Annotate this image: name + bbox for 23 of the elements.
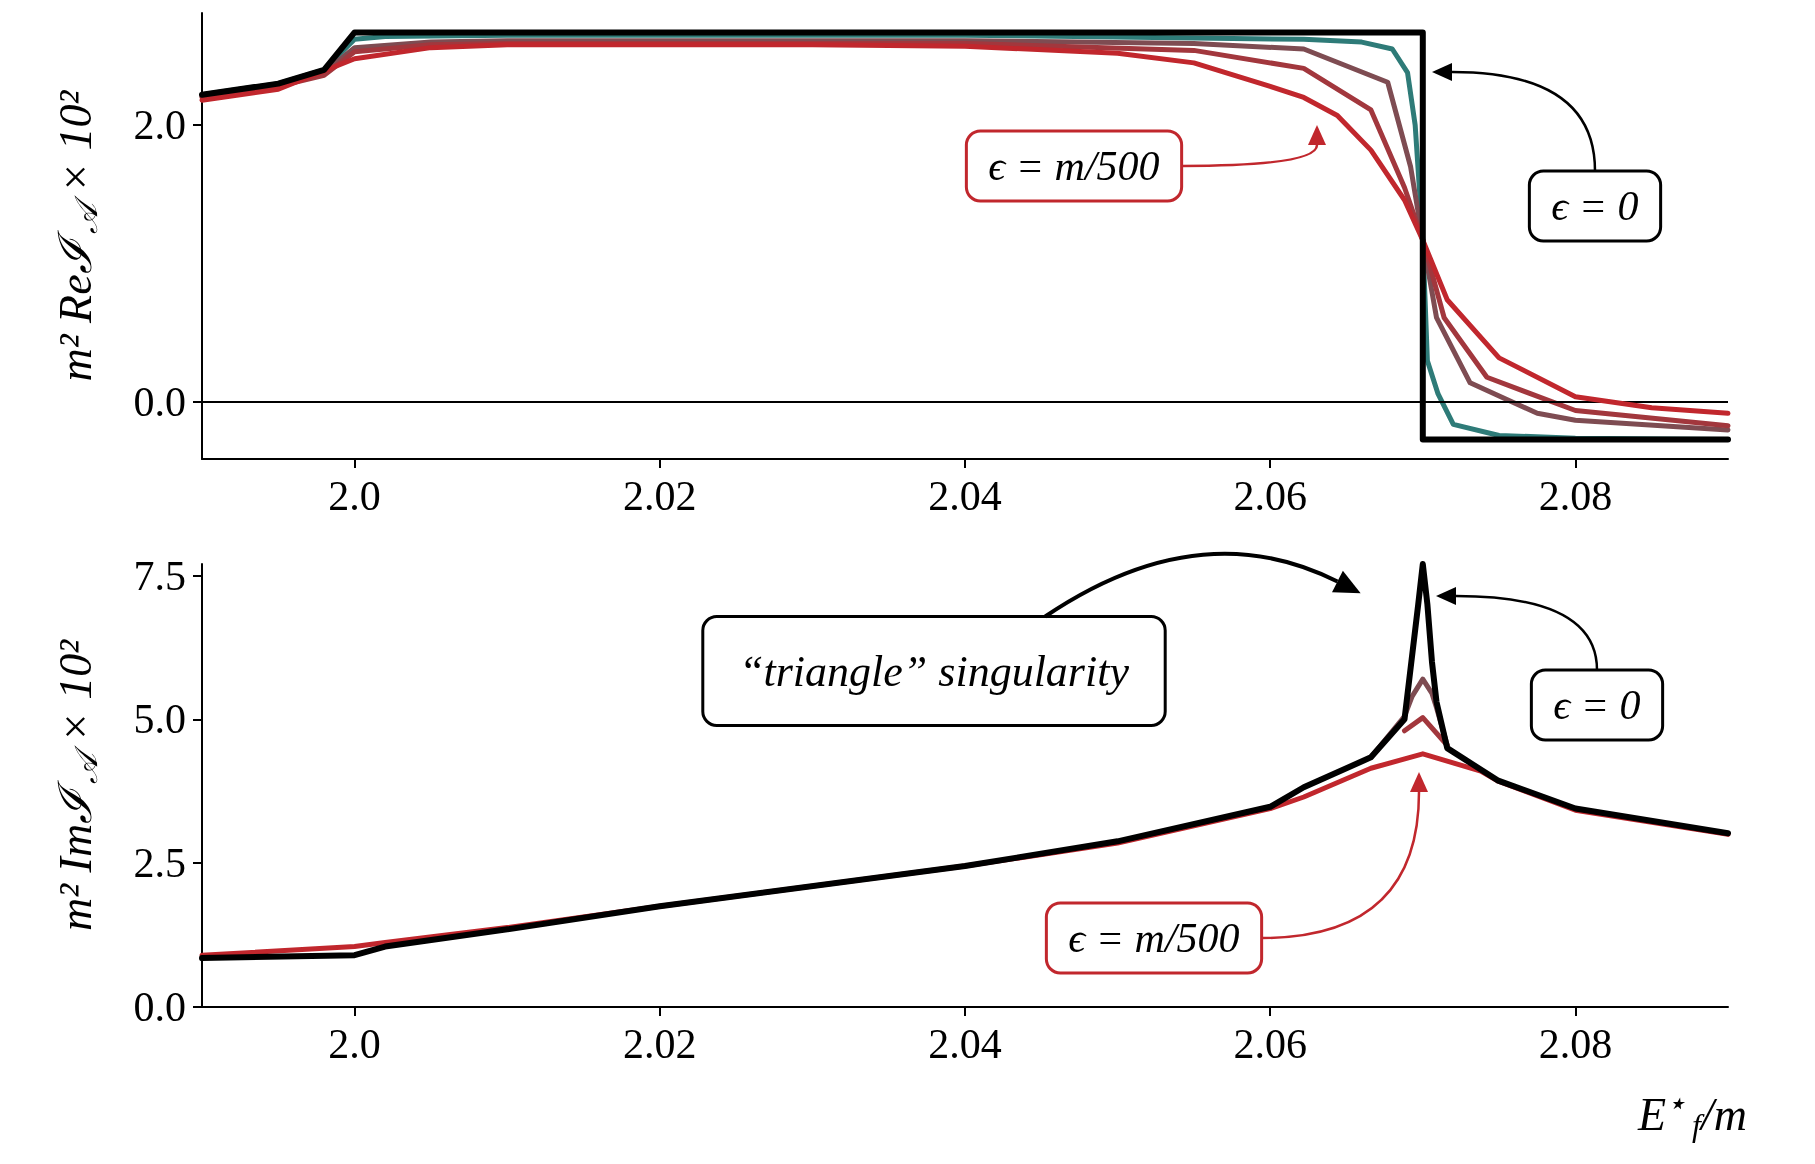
annotation: ϵ = m/500 xyxy=(1068,915,1240,961)
x-tick-label: 2.02 xyxy=(623,473,697,519)
x-tick-label: 2.08 xyxy=(1538,1021,1613,1067)
y-axis-title: m² Imℐ𝒜 × 10² xyxy=(49,638,104,931)
x-tick-label: 2.02 xyxy=(623,1021,697,1067)
x-tick-label: 2.04 xyxy=(928,1021,1002,1067)
y-axis-title: m² Reℐ𝒜 × 10² xyxy=(49,89,104,382)
x-tick-label: 2.08 xyxy=(1538,473,1613,519)
annotation: ϵ = 0 xyxy=(1551,183,1639,229)
x-tick-label: 2.0 xyxy=(328,473,381,519)
y-tick-label: 0.0 xyxy=(133,379,186,426)
annotation: ϵ = m/500 xyxy=(988,143,1160,189)
y-tick-label: 2.0 xyxy=(133,102,186,149)
x-tick-label: 2.06 xyxy=(1233,473,1307,519)
x-tick-label: 2.0 xyxy=(328,1021,381,1067)
x-tick-label: 2.06 xyxy=(1233,1021,1307,1067)
annotation: “triangle” singularity xyxy=(739,646,1130,696)
y-tick-label: 2.5 xyxy=(133,840,186,887)
y-tick-label: 0.0 xyxy=(133,984,186,1030)
x-tick-label: 2.04 xyxy=(928,473,1002,519)
y-tick-label: 7.5 xyxy=(133,552,186,599)
annotation: ϵ = 0 xyxy=(1553,682,1641,728)
y-tick-label: 5.0 xyxy=(133,696,186,743)
